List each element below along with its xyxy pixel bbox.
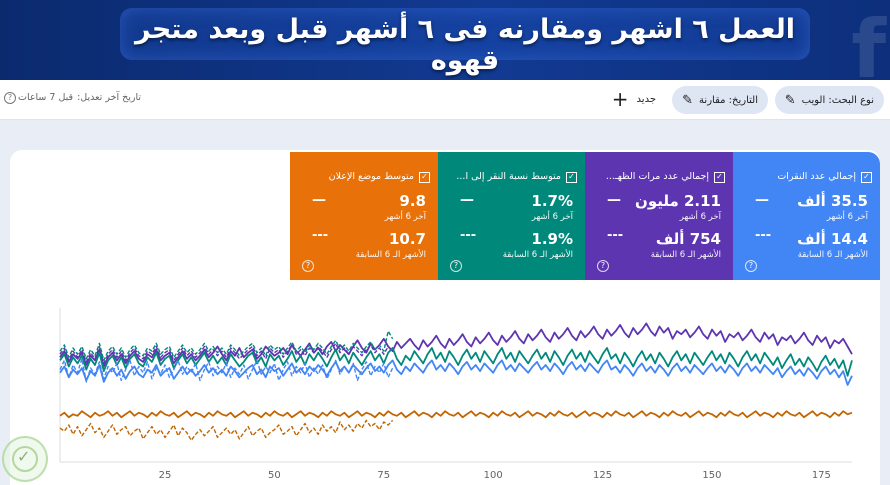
metric-caption-current: آخر 6 أشهر — [826, 212, 868, 222]
metric-card-total-clicks[interactable]: ✓ إجمالي عدد النقرات 35.5 ألف آخر 6 أشهر… — [733, 152, 880, 280]
metric-caption-current: آخر 6 أشهر — [679, 212, 721, 222]
x-tick-label: 25 — [159, 470, 172, 481]
metric-value-current: 2.11 مليون — [635, 192, 721, 210]
plus-icon: + — [611, 87, 629, 111]
checkbox-checked-icon[interactable]: ✓ — [419, 172, 430, 183]
last-updated-value: قبل 7 ساعات — [18, 92, 74, 103]
metric-caption-current: آخر 6 أشهر — [384, 212, 426, 222]
date-label: التاريخ: مقارنة — [699, 94, 758, 106]
series-line-impressions_current[interactable] — [59, 322, 853, 368]
x-tick-label: 100 — [484, 470, 503, 481]
help-circle-icon[interactable]: ? — [597, 260, 609, 272]
metric-card-total-impressions[interactable]: ✓ إجمالي عدد مرات الظهـ... 2.11 مليون آخ… — [585, 152, 733, 280]
x-tick-label: 75 — [377, 470, 390, 481]
metric-value-previous: 754 ألف — [655, 230, 721, 248]
series-line-ctr_previous[interactable] — [59, 330, 394, 362]
metric-card-average-position[interactable]: ✓ متوسط موضع الإعلان 9.8 آخر 6 أشهر 10.7… — [290, 152, 438, 280]
help-circle-icon[interactable]: ? — [450, 260, 462, 272]
date-filter-chip[interactable]: التاريخ: مقارنة ✎ — [672, 86, 768, 114]
solid-line-legend: — — [460, 192, 474, 208]
banner-title: العمل ٦ اشهر ومقارنه فى ٦ أشهر قبل وبعد … — [135, 14, 795, 76]
watermark-ring — [12, 446, 38, 472]
series-line-clicks_previous[interactable] — [59, 358, 394, 383]
pencil-icon: ✎ — [682, 92, 694, 108]
metric-caption-previous: الأشهر الـ 6 السابقة — [502, 250, 573, 260]
pencil-icon: ✎ — [784, 92, 796, 108]
checkbox-checked-icon[interactable]: ✓ — [861, 172, 872, 183]
search-type-label: نوع البحث: الويب — [801, 94, 874, 106]
series-line-position_previous[interactable] — [59, 419, 394, 442]
metric-caption-previous: الأشهر الـ 6 السابقة — [797, 250, 868, 260]
metric-caption-previous: الأشهر الـ 6 السابقة — [355, 250, 426, 260]
metric-value-current: 1.7% — [531, 192, 573, 210]
last-updated: تاريخ آخر تعديل: قبل 7 ساعات — [18, 92, 141, 103]
help-circle-icon[interactable]: ? — [4, 92, 16, 104]
dashed-line-legend: --- — [312, 228, 329, 243]
x-tick-label: 150 — [702, 470, 721, 481]
dashed-line-legend: --- — [607, 228, 624, 243]
metric-caption-previous: الأشهر الـ 6 السابقة — [650, 250, 721, 260]
metric-value-current: 9.8 — [399, 192, 426, 210]
metric-label: متوسط نسبة النقر إلى ا... — [456, 171, 561, 182]
series-line-position_current[interactable] — [59, 410, 853, 419]
check-mark-icon: ✓ — [17, 447, 31, 466]
title-banner: f العمل ٦ اشهر ومقارنه فى ٦ أشهر قبل وبع… — [0, 0, 890, 80]
title-frame — [120, 8, 810, 60]
metric-label: متوسط موضع الإعلان — [328, 171, 414, 182]
checkbox-checked-icon[interactable]: ✓ — [566, 172, 577, 183]
search-type-filter-chip[interactable]: نوع البحث: الويب ✎ — [774, 86, 884, 114]
metric-caption-current: آخر 6 أشهر — [531, 212, 573, 222]
metric-value-current: 35.5 ألف — [797, 192, 868, 210]
filter-toolbar: نوع البحث: الويب ✎ التاريخ: مقارنة ✎ جدي… — [0, 80, 890, 120]
series-line-impressions_previous[interactable] — [59, 342, 394, 365]
solid-line-legend: — — [607, 192, 621, 208]
metric-label: إجمالي عدد مرات الظهـ... — [605, 171, 709, 182]
metric-value-previous: 10.7 — [388, 230, 426, 248]
metric-value-previous: 1.9% — [531, 230, 573, 248]
x-tick-label: 175 — [812, 470, 831, 481]
new-label: جديد — [636, 93, 656, 105]
metric-value-previous: 14.4 ألف — [797, 230, 868, 248]
watermark-logo: ✓ — [2, 436, 48, 482]
dashed-line-legend: --- — [755, 228, 772, 243]
new-filter-button[interactable]: جديد + — [612, 89, 656, 109]
checkbox-checked-icon[interactable]: ✓ — [714, 172, 725, 183]
help-circle-icon[interactable]: ? — [302, 260, 314, 272]
metric-card-average-ctr[interactable]: ✓ متوسط نسبة النقر إلى ا... 1.7% آخر 6 أ… — [438, 152, 585, 280]
last-updated-label: تاريخ آخر تعديل: — [77, 92, 142, 103]
series-line-ctr_current[interactable] — [59, 347, 853, 377]
x-tick-label: 125 — [593, 470, 612, 481]
metric-cards: ✓ إجمالي عدد النقرات 35.5 ألف آخر 6 أشهر… — [290, 152, 880, 280]
facebook-logo: f — [851, 3, 886, 81]
x-tick-label: 50 — [268, 470, 281, 481]
metric-label: إجمالي عدد النقرات — [777, 171, 856, 182]
solid-line-legend: — — [312, 192, 326, 208]
help-circle-icon[interactable]: ? — [745, 260, 757, 272]
solid-line-legend: — — [755, 192, 769, 208]
dashed-line-legend: --- — [460, 228, 477, 243]
